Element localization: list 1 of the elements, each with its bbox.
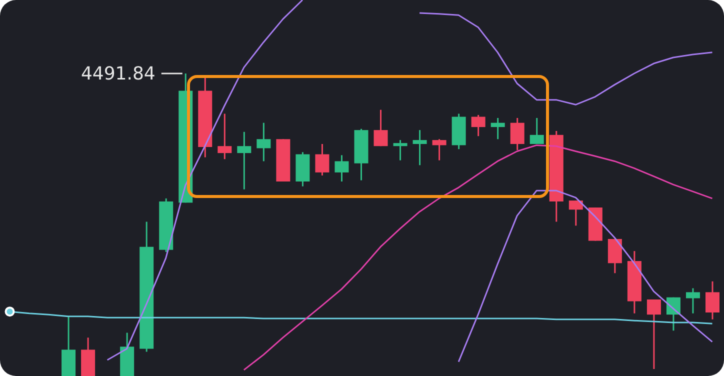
annotation: 4491.84: [80, 64, 156, 85]
